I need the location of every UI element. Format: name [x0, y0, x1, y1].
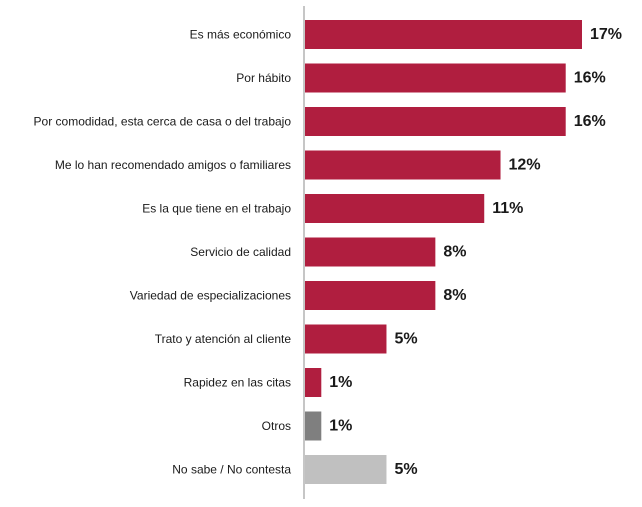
value-label: 1%	[329, 418, 352, 435]
bar	[305, 107, 566, 136]
value-label: 17%	[590, 26, 622, 43]
category-label: Trato y atención al cliente	[155, 332, 292, 346]
category-label: Variedad de especializaciones	[130, 289, 291, 303]
bar	[305, 194, 485, 223]
category-label: Rapidez en las citas	[184, 376, 291, 390]
bars	[305, 20, 582, 484]
bar	[305, 368, 322, 397]
value-label: 5%	[394, 331, 417, 348]
value-label: 16%	[574, 113, 606, 130]
value-label: 8%	[443, 287, 466, 304]
bar	[305, 281, 436, 310]
category-label: Servicio de calidad	[190, 245, 291, 259]
bar	[305, 237, 436, 267]
value-label: 1%	[329, 374, 352, 391]
category-label: Otros	[262, 419, 291, 433]
value-label: 8%	[443, 244, 466, 261]
bar	[305, 411, 322, 441]
category-label: Por hábito	[236, 71, 291, 85]
value-label: 16%	[574, 70, 606, 87]
category-label: No sabe / No contesta	[172, 463, 291, 477]
category-label: Es la que tiene en el trabajo	[142, 202, 291, 216]
bar	[305, 324, 387, 354]
category-labels: Es más económico Por hábito Por comodidad,…	[34, 28, 292, 477]
bar	[305, 20, 582, 49]
category-label: Por comodidad, esta cerca de casa o del …	[34, 115, 292, 129]
category-label: Es más económico	[190, 28, 292, 42]
bar	[305, 455, 387, 484]
category-label: Me lo han recomendado amigos o familiare…	[55, 158, 291, 172]
bar	[305, 63, 566, 93]
value-labels: 17% 16% 16% 12% 11% 8% 8% 5% 1% 1% 5%	[329, 26, 622, 478]
value-label: 5%	[394, 461, 417, 478]
value-label: 12%	[509, 157, 541, 174]
bar	[305, 150, 501, 180]
value-label: 11%	[492, 200, 523, 217]
